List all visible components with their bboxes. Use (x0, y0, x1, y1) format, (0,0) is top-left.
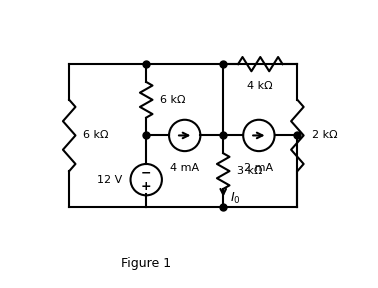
Text: 6 kΩ: 6 kΩ (161, 95, 186, 105)
Text: 12 V: 12 V (97, 175, 122, 185)
Text: 2 mA: 2 mA (244, 162, 273, 173)
Text: 4 mA: 4 mA (170, 162, 199, 173)
Text: $I_0$: $I_0$ (230, 191, 241, 206)
Text: Figure 1: Figure 1 (121, 257, 171, 270)
Text: 2 kΩ: 2 kΩ (311, 130, 337, 141)
Text: 3 kΩ: 3 kΩ (237, 166, 263, 176)
Text: 6 kΩ: 6 kΩ (84, 130, 109, 141)
Text: −: − (141, 166, 152, 179)
Text: +: + (141, 180, 152, 193)
Text: 4 kΩ: 4 kΩ (248, 81, 273, 91)
